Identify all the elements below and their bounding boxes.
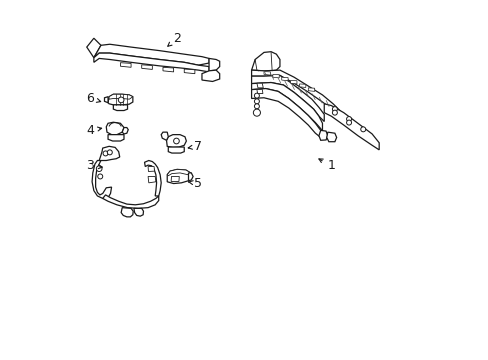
Circle shape bbox=[346, 117, 351, 122]
Polygon shape bbox=[318, 130, 327, 140]
Polygon shape bbox=[109, 94, 133, 99]
Polygon shape bbox=[184, 69, 195, 74]
Polygon shape bbox=[168, 147, 184, 153]
Polygon shape bbox=[167, 169, 190, 176]
Polygon shape bbox=[121, 208, 133, 217]
Polygon shape bbox=[120, 63, 131, 67]
Polygon shape bbox=[106, 122, 124, 135]
Polygon shape bbox=[102, 195, 159, 208]
Text: 4: 4 bbox=[86, 124, 102, 137]
Polygon shape bbox=[326, 132, 336, 142]
Polygon shape bbox=[94, 44, 209, 65]
Text: 5: 5 bbox=[188, 177, 202, 190]
Polygon shape bbox=[144, 161, 161, 196]
Polygon shape bbox=[108, 135, 124, 141]
Circle shape bbox=[332, 107, 337, 112]
Polygon shape bbox=[281, 77, 287, 81]
Circle shape bbox=[118, 97, 124, 103]
Polygon shape bbox=[272, 75, 279, 78]
Polygon shape bbox=[166, 135, 186, 147]
Circle shape bbox=[96, 166, 102, 171]
Polygon shape bbox=[209, 58, 219, 71]
Polygon shape bbox=[148, 167, 154, 171]
Circle shape bbox=[107, 150, 112, 155]
Polygon shape bbox=[86, 38, 101, 58]
Polygon shape bbox=[256, 89, 263, 94]
Text: 1: 1 bbox=[318, 159, 335, 172]
Polygon shape bbox=[251, 52, 279, 71]
Circle shape bbox=[346, 120, 351, 125]
Polygon shape bbox=[256, 83, 263, 88]
Polygon shape bbox=[251, 82, 322, 132]
Circle shape bbox=[103, 151, 108, 156]
Polygon shape bbox=[171, 176, 179, 181]
Polygon shape bbox=[92, 161, 111, 198]
Polygon shape bbox=[188, 173, 193, 181]
Text: 2: 2 bbox=[167, 32, 181, 46]
Polygon shape bbox=[113, 105, 127, 111]
Polygon shape bbox=[264, 72, 270, 75]
Circle shape bbox=[254, 104, 259, 109]
Text: 6: 6 bbox=[86, 92, 101, 105]
Polygon shape bbox=[161, 132, 168, 140]
Text: 3: 3 bbox=[86, 159, 102, 172]
Polygon shape bbox=[290, 80, 296, 84]
Circle shape bbox=[173, 138, 179, 144]
Polygon shape bbox=[108, 94, 133, 105]
Text: 7: 7 bbox=[188, 140, 202, 153]
Polygon shape bbox=[134, 208, 143, 216]
Circle shape bbox=[254, 99, 259, 104]
Polygon shape bbox=[99, 146, 120, 161]
Polygon shape bbox=[167, 169, 191, 184]
Polygon shape bbox=[251, 89, 320, 138]
Circle shape bbox=[253, 109, 260, 116]
Polygon shape bbox=[202, 70, 219, 81]
Circle shape bbox=[332, 110, 337, 115]
Polygon shape bbox=[251, 76, 324, 122]
Polygon shape bbox=[94, 53, 209, 72]
Circle shape bbox=[98, 174, 102, 179]
Polygon shape bbox=[122, 127, 128, 134]
Polygon shape bbox=[148, 176, 156, 183]
Polygon shape bbox=[299, 84, 305, 87]
Polygon shape bbox=[163, 67, 173, 72]
Polygon shape bbox=[307, 88, 314, 91]
Polygon shape bbox=[324, 104, 378, 150]
Polygon shape bbox=[251, 70, 340, 116]
Circle shape bbox=[254, 93, 259, 98]
Circle shape bbox=[360, 127, 365, 132]
Polygon shape bbox=[142, 65, 152, 69]
Polygon shape bbox=[104, 97, 108, 103]
